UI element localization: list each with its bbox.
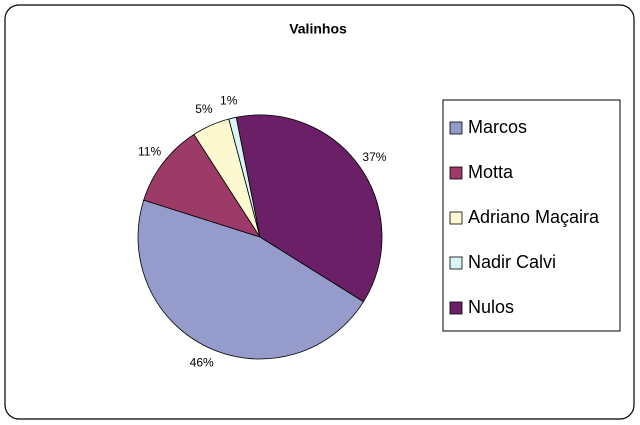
- pie-slice: [235, 114, 383, 303]
- legend-label: Nadir Calvi: [468, 252, 556, 272]
- legend-swatch: [449, 121, 463, 135]
- data-label: 11%: [138, 145, 161, 159]
- legend-label: Adriano Maçaira: [468, 207, 600, 227]
- pie-slice: [143, 133, 261, 238]
- legend-swatch: [449, 256, 463, 270]
- pie-slice: [137, 199, 365, 360]
- legend-swatch: [449, 301, 463, 315]
- legend-box: [442, 99, 621, 332]
- legend-label: Marcos: [468, 117, 527, 137]
- legend-swatch: [449, 166, 463, 180]
- data-label: 46%: [190, 355, 214, 369]
- data-label: 37%: [362, 150, 386, 164]
- data-label: 1%: [220, 94, 238, 108]
- data-label: 5%: [195, 102, 213, 116]
- legend-label: Nulos: [468, 297, 514, 317]
- legend-label: Motta: [468, 162, 514, 182]
- legend-swatch: [449, 211, 463, 225]
- chart-title: Valinhos: [289, 21, 347, 37]
